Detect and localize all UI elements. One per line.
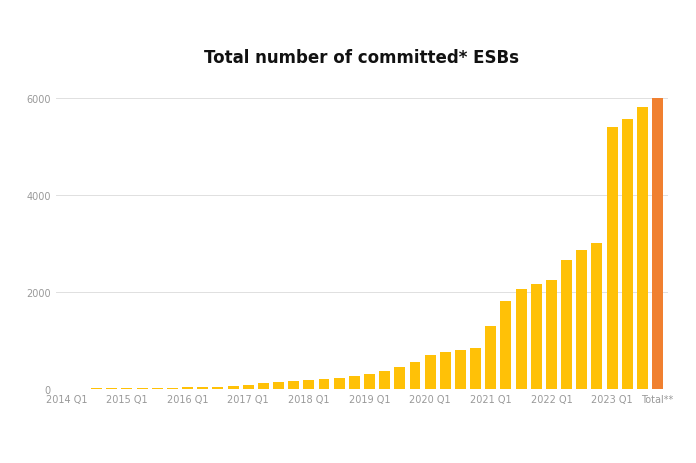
- Bar: [212, 387, 223, 389]
- Bar: [455, 350, 466, 389]
- Bar: [637, 108, 648, 389]
- Bar: [106, 388, 117, 389]
- Bar: [258, 383, 269, 389]
- Bar: [288, 382, 299, 389]
- Bar: [500, 302, 512, 389]
- Bar: [136, 388, 148, 389]
- Bar: [243, 385, 253, 389]
- Bar: [576, 251, 587, 389]
- Bar: [273, 382, 284, 389]
- Bar: [409, 362, 420, 389]
- Bar: [228, 386, 239, 389]
- Bar: [303, 380, 315, 389]
- Bar: [197, 388, 208, 389]
- Bar: [622, 120, 633, 389]
- Bar: [333, 378, 345, 389]
- Bar: [592, 244, 602, 389]
- Bar: [607, 127, 617, 389]
- Bar: [425, 355, 436, 389]
- Bar: [516, 290, 527, 389]
- Bar: [485, 326, 496, 389]
- Bar: [440, 352, 451, 389]
- Bar: [167, 388, 178, 389]
- Bar: [122, 388, 132, 389]
- Bar: [364, 374, 375, 389]
- Bar: [531, 285, 541, 389]
- Bar: [379, 371, 390, 389]
- Bar: [561, 261, 572, 389]
- Bar: [152, 388, 163, 389]
- Bar: [652, 98, 663, 389]
- Bar: [182, 388, 193, 389]
- Title: Total number of committed* ESBs: Total number of committed* ESBs: [205, 49, 519, 67]
- Bar: [319, 379, 329, 389]
- Bar: [395, 367, 405, 389]
- Bar: [349, 376, 360, 389]
- Bar: [470, 348, 481, 389]
- Bar: [546, 280, 557, 389]
